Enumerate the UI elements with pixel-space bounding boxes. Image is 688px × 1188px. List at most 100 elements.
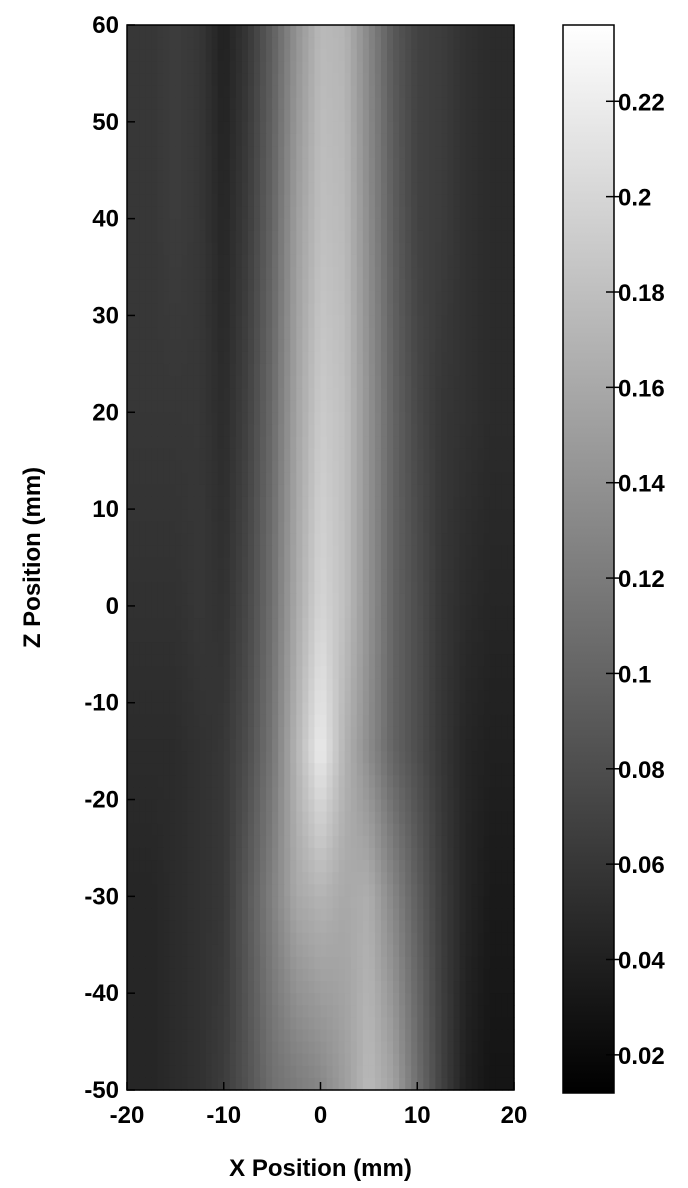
- heatmap-cell: [471, 424, 479, 438]
- heatmap-cell: [266, 25, 273, 38]
- heatmap-cell: [405, 327, 412, 341]
- heatmap-cell: [139, 158, 146, 171]
- heatmap-cell: [332, 61, 340, 75]
- heatmap-cell: [417, 557, 424, 571]
- heatmap-cell: [211, 642, 219, 655]
- heatmap-cell: [284, 363, 291, 377]
- heatmap-cell: [459, 787, 467, 801]
- heatmap-cell: [411, 944, 418, 958]
- heatmap-cell: [266, 194, 273, 208]
- heatmap-cell: [387, 218, 394, 232]
- heatmap-cell: [477, 424, 485, 438]
- heatmap-cell: [151, 581, 158, 595]
- heatmap-cell: [302, 133, 310, 147]
- heatmap-cell: [272, 339, 279, 353]
- heatmap-cell: [501, 109, 509, 123]
- heatmap-cell: [387, 533, 394, 546]
- heatmap-cell: [284, 182, 291, 196]
- heatmap-cell: [145, 533, 152, 546]
- heatmap-cell: [453, 194, 461, 208]
- heatmap-cell: [459, 85, 467, 99]
- heatmap-cell: [133, 521, 140, 534]
- heatmap-cell: [447, 472, 455, 486]
- heatmap-cell: [181, 146, 189, 159]
- heatmap-cell: [350, 388, 358, 401]
- heatmap-cell: [344, 714, 352, 728]
- heatmap-cell: [223, 557, 231, 571]
- heatmap-cell: [380, 496, 388, 510]
- heatmap-cell: [429, 49, 436, 62]
- heatmap-cell: [175, 763, 183, 776]
- heatmap-cell: [338, 85, 346, 99]
- heatmap-cell: [133, 25, 140, 38]
- heatmap-cell: [290, 375, 297, 389]
- heatmap-cell: [302, 533, 310, 546]
- heatmap-cell: [393, 509, 400, 522]
- heatmap-cell: [278, 630, 285, 643]
- heatmap-cell: [435, 920, 443, 934]
- heatmap-cell: [278, 872, 285, 885]
- heatmap-cell: [465, 751, 473, 764]
- heatmap-cell: [501, 73, 509, 87]
- heatmap-cell: [387, 823, 394, 837]
- heatmap-cell: [308, 460, 316, 474]
- heatmap-cell: [344, 860, 352, 873]
- heatmap-cell: [477, 860, 485, 873]
- heatmap-cell: [217, 557, 225, 571]
- heatmap-cell: [411, 908, 418, 922]
- heatmap-cell: [296, 545, 303, 559]
- heatmap-cell: [350, 484, 358, 498]
- heatmap-cell: [139, 533, 146, 546]
- heatmap-cell: [423, 170, 430, 183]
- heatmap-cell: [217, 787, 225, 801]
- heatmap-cell: [350, 85, 358, 99]
- heatmap-cell: [380, 569, 388, 583]
- heatmap-cell: [308, 85, 316, 99]
- heatmap-cell: [199, 920, 207, 934]
- heatmap-cell: [423, 557, 430, 571]
- heatmap-cell: [169, 363, 176, 377]
- heatmap-cell: [296, 714, 303, 728]
- heatmap-cell: [272, 194, 279, 208]
- heatmap-cell: [133, 908, 140, 922]
- heatmap-cell: [350, 424, 358, 438]
- heatmap-cell: [471, 521, 479, 534]
- heatmap-cell: [459, 920, 467, 934]
- heatmap-cell: [477, 61, 485, 75]
- heatmap-cell: [338, 25, 346, 38]
- heatmap-cell: [332, 133, 340, 147]
- heatmap-cell: [247, 908, 255, 922]
- heatmap-cell: [368, 424, 376, 438]
- heatmap-cell: [362, 533, 370, 546]
- heatmap-cell: [266, 787, 273, 801]
- heatmap-cell: [435, 61, 443, 75]
- heatmap-cell: [175, 618, 183, 631]
- heatmap-cell: [453, 61, 461, 75]
- heatmap-cell: [459, 472, 467, 486]
- heatmap-cell: [229, 569, 237, 583]
- heatmap-cell: [399, 666, 406, 680]
- heatmap-cell: [157, 533, 164, 546]
- heatmap-cell: [368, 97, 376, 111]
- heatmap-cell: [362, 133, 370, 147]
- heatmap-cell: [338, 448, 346, 462]
- heatmap-cell: [435, 424, 443, 438]
- heatmap-cell: [127, 484, 134, 498]
- heatmap-cell: [447, 37, 455, 50]
- heatmap-cell: [272, 847, 279, 861]
- heatmap-cell: [429, 133, 436, 147]
- heatmap-cell: [247, 218, 255, 232]
- heatmap-cell: [308, 932, 316, 946]
- heatmap-cell: [181, 593, 189, 607]
- heatmap-cell: [145, 25, 152, 38]
- heatmap-cell: [399, 835, 406, 849]
- heatmap-cell: [501, 932, 509, 946]
- heatmap-cell: [217, 823, 225, 837]
- heatmap-cell: [380, 787, 388, 801]
- heatmap-cell: [241, 872, 249, 885]
- heatmap-cell: [344, 496, 352, 510]
- heatmap-cell: [266, 618, 273, 631]
- heatmap-cell: [374, 872, 382, 885]
- heatmap-cell: [133, 388, 140, 401]
- heatmap-cell: [272, 593, 279, 607]
